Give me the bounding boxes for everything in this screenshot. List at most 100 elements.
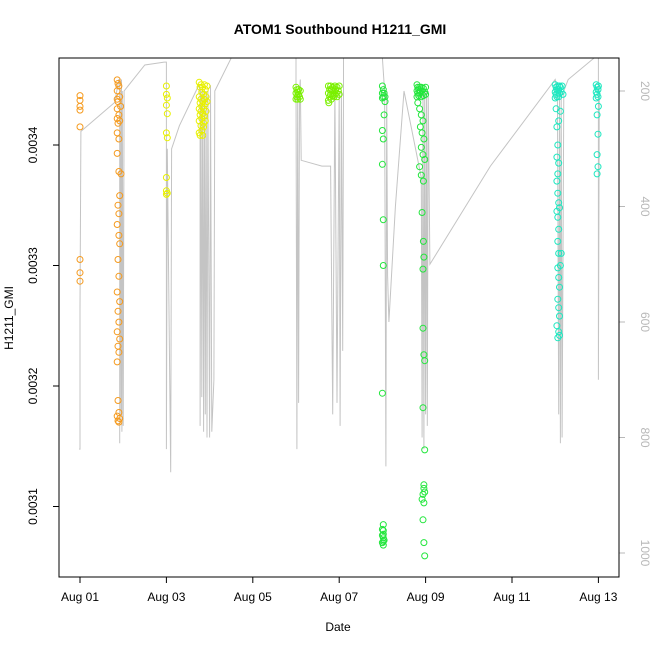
data-point	[422, 83, 430, 91]
data-point	[555, 274, 563, 281]
data-point	[421, 156, 429, 163]
data-point	[420, 539, 428, 547]
data-point	[419, 151, 427, 159]
data-point	[594, 163, 602, 171]
right-tick-label: 800	[638, 427, 650, 447]
data-point	[593, 151, 601, 159]
data-point	[419, 265, 427, 273]
data-point	[114, 307, 122, 315]
right-tick-label: 600	[638, 312, 650, 332]
data-point	[419, 516, 427, 524]
pressure-profile-line	[79, 57, 601, 473]
data-point	[555, 304, 563, 312]
data-point	[380, 111, 388, 119]
x-tick-label: Aug 05	[234, 590, 272, 604]
data-point	[417, 143, 425, 151]
data-point	[295, 86, 303, 94]
data-point	[556, 83, 564, 91]
data-point	[115, 135, 123, 143]
data-point	[417, 171, 425, 179]
data-point	[419, 177, 427, 185]
data-point	[378, 127, 386, 134]
data-point	[203, 82, 211, 90]
data-point	[378, 82, 386, 90]
data-point	[114, 397, 122, 404]
data-point	[163, 134, 171, 142]
data-point	[378, 531, 386, 539]
series-2	[292, 82, 343, 107]
data-point	[419, 117, 427, 125]
data-point	[556, 312, 563, 320]
data-point	[163, 189, 171, 197]
data-point	[335, 82, 343, 90]
data-point	[117, 102, 125, 110]
data-point	[378, 160, 386, 168]
data-point	[594, 93, 602, 101]
x-tick-label: Aug 11	[493, 590, 530, 604]
data-point	[115, 272, 123, 280]
data-point	[559, 90, 567, 98]
data-point	[594, 102, 602, 110]
x-tick-label: Aug 01	[61, 590, 99, 604]
data-point	[162, 174, 170, 181]
data-point	[113, 221, 121, 228]
data-point	[594, 82, 602, 90]
data-point	[555, 117, 563, 125]
data-point	[594, 86, 602, 94]
data-point	[202, 93, 210, 101]
data-point	[416, 105, 424, 113]
data-point	[113, 328, 121, 336]
data-point	[115, 318, 123, 326]
data-point	[201, 86, 209, 94]
data-point	[116, 240, 124, 248]
data-point	[414, 99, 422, 107]
data-point	[554, 189, 562, 197]
data-point	[76, 92, 84, 100]
data-point	[555, 199, 563, 207]
data-point	[421, 488, 429, 496]
y-tick-label: 0.0031	[26, 488, 40, 525]
x-tick-label: Aug 13	[579, 590, 617, 604]
right-tick-label: 1000	[638, 540, 650, 567]
data-point	[76, 277, 84, 285]
data-point	[76, 123, 84, 131]
data-point	[76, 102, 84, 110]
data-point	[162, 101, 170, 109]
data-point	[116, 117, 124, 125]
data-point	[113, 358, 121, 366]
data-point	[556, 107, 564, 115]
data-point	[116, 93, 124, 101]
data-point	[419, 404, 427, 412]
data-point	[115, 418, 123, 426]
data-point	[554, 141, 562, 149]
data-point	[113, 129, 121, 137]
data-point	[555, 159, 563, 167]
data-point	[116, 335, 124, 343]
data-point	[593, 111, 601, 119]
data-point	[162, 82, 170, 90]
data-point	[113, 149, 121, 157]
data-point	[116, 298, 124, 306]
series-4	[551, 81, 602, 342]
data-point	[555, 225, 563, 233]
series-0	[76, 76, 125, 426]
right-tick-label: 200	[638, 81, 650, 101]
data-point	[554, 237, 562, 245]
y-tick-label: 0.0032	[26, 367, 40, 404]
right-tick-label: 400	[638, 196, 650, 216]
data-point	[421, 552, 429, 560]
data-point	[379, 262, 387, 269]
data-point	[115, 82, 123, 90]
data-point	[163, 110, 171, 118]
data-point	[592, 94, 600, 102]
data-point	[381, 93, 389, 101]
data-point	[379, 216, 387, 224]
data-point	[555, 249, 563, 257]
data-point	[379, 86, 387, 94]
data-point	[76, 256, 84, 263]
data-point	[420, 135, 428, 143]
data-point	[115, 348, 123, 356]
x-axis-label: Date	[325, 620, 351, 634]
series-3	[378, 81, 430, 560]
data-point	[116, 415, 124, 422]
